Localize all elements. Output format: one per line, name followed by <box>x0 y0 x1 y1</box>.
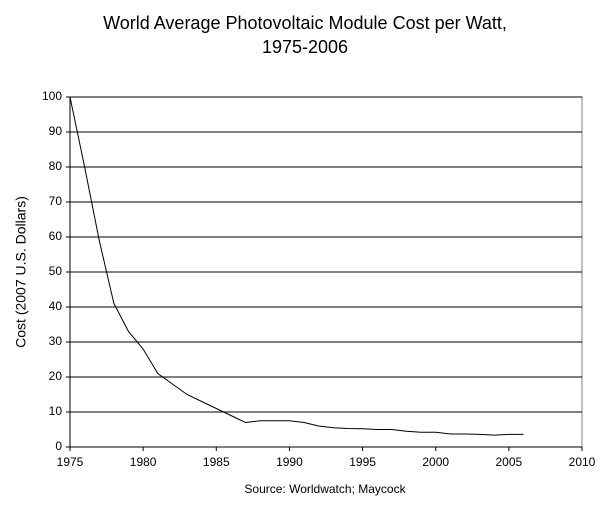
x-tick-label: 2010 <box>569 455 596 469</box>
line <box>69 96 524 436</box>
y-tick-label: 100 <box>42 89 62 103</box>
y-tick-label: 60 <box>49 229 63 243</box>
chart-title: World Average Photovoltaic Module Cost p… <box>103 13 507 33</box>
chart-title: 1975-2006 <box>262 37 348 57</box>
y-tick-label: 10 <box>49 404 63 418</box>
y-tick-label: 20 <box>49 369 63 383</box>
y-tick-label: 70 <box>49 194 63 208</box>
x-tick-label: 2000 <box>422 455 449 469</box>
y-tick-label: 50 <box>49 264 63 278</box>
x-axis-label: Source: Worldwatch; Maycock <box>244 482 406 496</box>
y-tick-label: 0 <box>55 439 62 453</box>
x-tick-label: 1985 <box>203 455 230 469</box>
y-tick-label: 90 <box>49 124 63 138</box>
x-tick-label: 1995 <box>349 455 376 469</box>
y-tick-label: 80 <box>49 159 63 173</box>
y-tick-label: 40 <box>49 299 63 313</box>
x-tick-label: 2005 <box>496 455 523 469</box>
x-tick-label: 1990 <box>276 455 303 469</box>
x-tick-label: 1980 <box>130 455 157 469</box>
y-tick-label: 30 <box>49 334 63 348</box>
y-axis-label: Cost (2007 U.S. Dollars) <box>13 196 29 348</box>
x-tick-label: 1975 <box>57 455 84 469</box>
